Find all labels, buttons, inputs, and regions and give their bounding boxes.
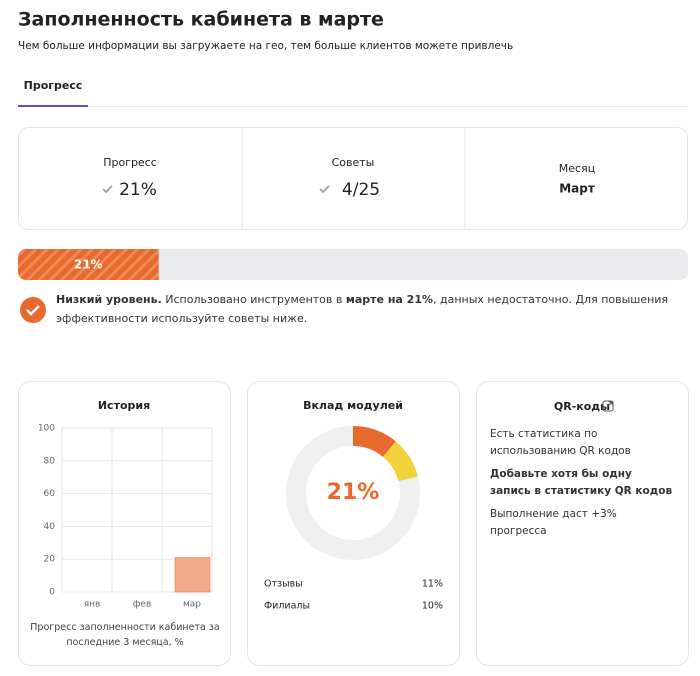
card-title: Вклад модулей — [303, 399, 403, 412]
bar — [174, 557, 211, 593]
progress-track — [18, 249, 688, 280]
legend-label: Филиалы — [264, 601, 310, 612]
stat-value: 21% — [119, 180, 157, 200]
x-tick-label: янв — [84, 600, 101, 610]
qr-line: Выполнение даст +3% прогресса — [490, 508, 617, 536]
x-tick-label: мар — [183, 600, 201, 610]
notice-check — [26, 305, 40, 316]
card-title: QR-коды — [554, 400, 610, 413]
x-tick-label: фев — [133, 600, 152, 610]
notice: Низкий уровень. Использовано инструменто… — [56, 293, 669, 325]
card — [247, 381, 460, 666]
card-title: История — [98, 399, 150, 412]
card — [18, 381, 231, 666]
legend-value: 11% — [422, 579, 443, 590]
legend-value: 10% — [422, 601, 443, 612]
y-tick-label: 20 — [44, 555, 56, 565]
tab[interactable]: Прогресс — [24, 79, 83, 92]
donut-segment — [352, 426, 396, 458]
caption: Прогресс заполненности кабинета за после… — [30, 622, 220, 648]
notice-text: Использовано инструментов в — [161, 293, 346, 306]
qr-line: Добавьте хотя бы одну запись в статистик… — [490, 468, 673, 497]
notice-text: , данных недостаточно. Для повышения эфф… — [56, 293, 669, 325]
donut-segment — [382, 441, 418, 482]
stat-value: Март — [559, 182, 595, 196]
notice-text: Низкий уровень. — [56, 293, 162, 306]
check-icon — [319, 185, 330, 194]
qr-line: Есть статистика по использованию QR кодо… — [490, 428, 631, 457]
stats-box — [18, 127, 688, 230]
progress-fill — [18, 249, 159, 280]
subtitle: Чем больше информации вы загружаете на г… — [18, 40, 513, 52]
y-tick-label: 100 — [38, 424, 55, 434]
legend-label: Отзывы — [264, 579, 303, 590]
stat-value: 4/25 — [342, 180, 380, 200]
y-tick-label: 80 — [44, 456, 56, 466]
y-tick-label: 40 — [44, 522, 56, 532]
progress-label: 21% — [74, 258, 103, 272]
notice-text: марте на 21% — [345, 293, 433, 306]
stat-label: Советы — [332, 156, 375, 169]
caption-text: Прогресс заполненности кабинета за после… — [30, 622, 220, 648]
stat-label: Прогресс — [103, 156, 157, 169]
card — [476, 381, 689, 666]
y-tick-label: 0 — [49, 588, 55, 598]
external-link-icon[interactable] — [602, 400, 614, 412]
qr-text: Есть статистика по использованию QR кодо… — [490, 428, 673, 536]
notice-icon — [20, 297, 46, 323]
donut-center: 21% — [327, 480, 380, 505]
check-icon — [102, 185, 113, 194]
page-title: Заполненность кабинета в марте — [18, 9, 384, 31]
y-tick-label: 60 — [44, 489, 56, 499]
external-link-arrow — [606, 401, 613, 408]
stat-label: Месяц — [559, 162, 595, 175]
tab-underline — [18, 105, 88, 107]
